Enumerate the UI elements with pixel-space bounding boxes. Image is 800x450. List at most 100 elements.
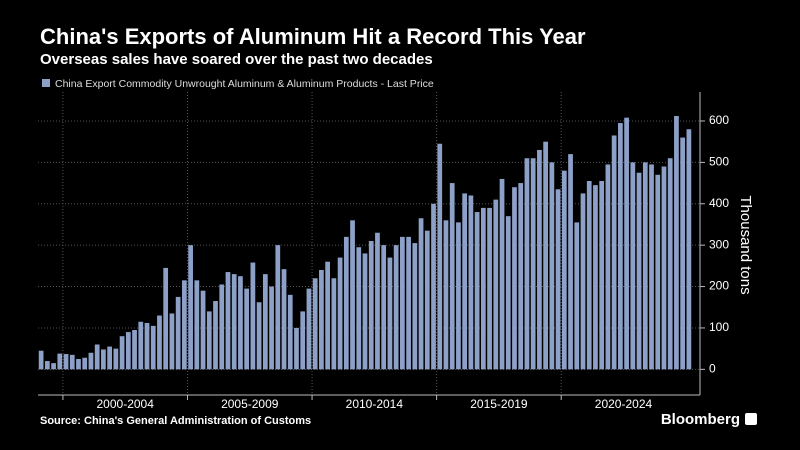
brand-icon (745, 413, 757, 425)
chart-subtitle: Overseas sales have soared over the past… (40, 51, 433, 68)
bar (200, 290, 206, 370)
bar (101, 349, 106, 370)
bar (524, 158, 530, 370)
x-tick-label: 2005-2009 (221, 397, 279, 411)
bar (51, 363, 56, 370)
bar (437, 143, 443, 370)
legend-swatch (42, 79, 50, 87)
bar (418, 218, 424, 370)
bar (580, 193, 586, 370)
bar (443, 220, 449, 370)
bar (281, 269, 287, 370)
x-tick-label: 2015-2019 (470, 397, 528, 411)
bar (287, 294, 293, 370)
bar (213, 301, 218, 370)
bar (368, 241, 374, 370)
bar (406, 236, 411, 370)
bar (505, 216, 511, 370)
y-tick-label: 0 (709, 362, 716, 376)
bar (306, 288, 312, 370)
bar (219, 284, 225, 370)
bar (680, 137, 686, 370)
bar (88, 352, 94, 370)
bar (113, 348, 119, 370)
bar (82, 357, 88, 370)
x-tick-label: 2010-2014 (346, 397, 404, 411)
bar (474, 212, 480, 370)
bar (449, 183, 455, 370)
bar (163, 267, 169, 370)
bar (250, 262, 256, 370)
bar (574, 222, 580, 370)
bar (655, 174, 661, 370)
bar (568, 154, 573, 370)
bar (244, 288, 250, 370)
bar (605, 164, 611, 370)
bar (512, 187, 517, 370)
bar (642, 162, 648, 370)
bar (256, 302, 262, 370)
bar (487, 207, 492, 370)
bar (269, 286, 274, 370)
bar (543, 141, 548, 370)
bar (561, 170, 567, 370)
bar (518, 183, 524, 370)
bar (94, 344, 100, 370)
bar (400, 236, 405, 370)
bar (76, 358, 81, 370)
bar (424, 230, 430, 370)
y-tick-label: 200 (709, 279, 729, 293)
bar (150, 325, 156, 370)
bar (119, 336, 125, 370)
y-tick-label: 600 (709, 113, 729, 127)
bar (586, 180, 592, 370)
bar (549, 162, 555, 370)
bar (480, 207, 486, 370)
y-tick-label: 100 (709, 320, 729, 334)
bar (194, 280, 200, 370)
bar (499, 178, 505, 370)
bar (343, 236, 349, 370)
bar (275, 245, 281, 370)
bar (555, 189, 561, 370)
bar (468, 195, 474, 370)
bar (412, 243, 418, 370)
bar (456, 222, 461, 370)
bar (300, 311, 306, 370)
bar (69, 354, 75, 370)
bar (537, 149, 542, 370)
bar (312, 278, 318, 370)
bar (138, 321, 144, 370)
bar (225, 272, 231, 370)
bar (57, 353, 63, 370)
bar (182, 280, 187, 370)
bar (238, 276, 243, 370)
bar (107, 346, 112, 370)
bar (144, 322, 150, 370)
bar (686, 129, 692, 370)
legend-label: China Export Commodity Unwrought Aluminu… (55, 78, 434, 90)
bar (611, 135, 617, 370)
bar (206, 311, 212, 370)
bar (624, 117, 629, 370)
y-axis-label: Thousand tons (737, 195, 754, 294)
bar (387, 257, 393, 370)
bar (381, 245, 387, 370)
bar (362, 253, 368, 370)
bar (530, 158, 536, 370)
bar (431, 203, 436, 370)
bar (593, 185, 598, 370)
bar (493, 199, 499, 370)
bar (319, 269, 324, 370)
x-tick-label: 2020-2024 (595, 397, 653, 411)
bar (618, 123, 623, 370)
chart-title: China's Exports of Aluminum Hit a Record… (40, 24, 586, 49)
bar (262, 274, 268, 370)
y-tick-label: 300 (709, 237, 729, 251)
bar (188, 245, 193, 370)
bar (294, 327, 299, 370)
bar (649, 164, 654, 370)
y-tick-label: 400 (709, 196, 729, 210)
y-tick-label: 500 (709, 155, 729, 169)
